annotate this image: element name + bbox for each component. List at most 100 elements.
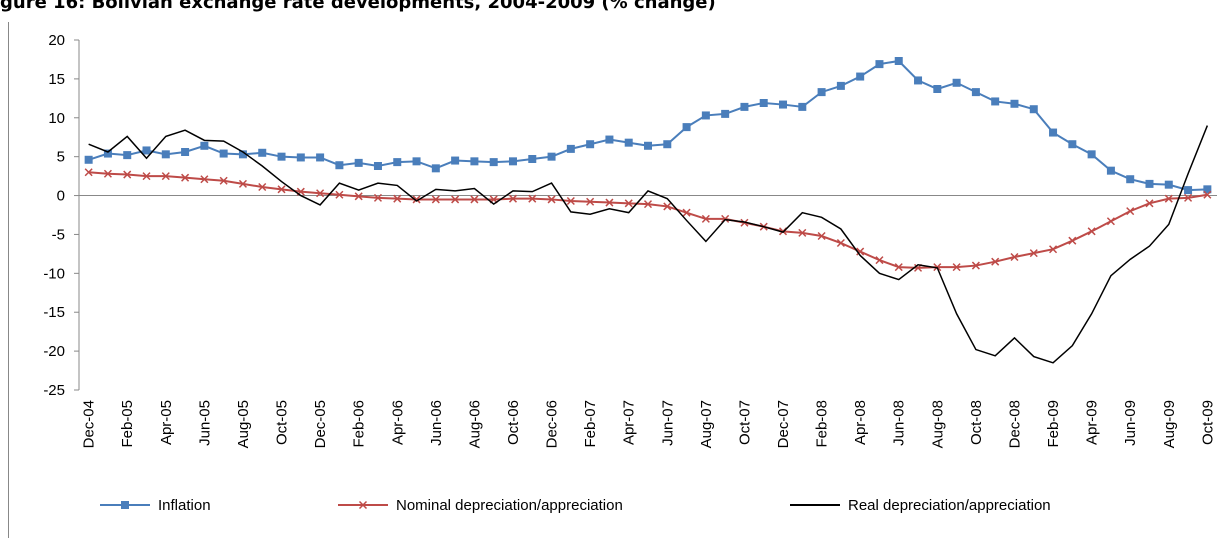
point bbox=[431, 195, 440, 204]
point bbox=[1126, 175, 1135, 184]
point bbox=[1203, 185, 1212, 194]
x-tick-label: Aug-05 bbox=[235, 400, 252, 448]
point bbox=[682, 123, 691, 132]
y-tick-label: 5 bbox=[57, 149, 65, 166]
point bbox=[1010, 252, 1019, 262]
point bbox=[412, 195, 421, 204]
x-tick-label: Jun-06 bbox=[428, 400, 445, 446]
point bbox=[508, 194, 518, 203]
point bbox=[258, 182, 267, 192]
point bbox=[1106, 217, 1115, 226]
point bbox=[547, 152, 556, 161]
point bbox=[316, 153, 325, 162]
point bbox=[1106, 166, 1115, 175]
point bbox=[84, 168, 93, 177]
x-tick-label: Apr-09 bbox=[1084, 400, 1101, 445]
point bbox=[1145, 199, 1154, 208]
point bbox=[586, 140, 595, 149]
point bbox=[335, 190, 344, 199]
x-tick-label: Oct-08 bbox=[968, 400, 985, 445]
legend-marker bbox=[121, 501, 129, 509]
point bbox=[740, 218, 749, 227]
point bbox=[373, 162, 382, 170]
y-tick-label: 10 bbox=[48, 110, 65, 127]
point bbox=[701, 214, 710, 223]
point bbox=[258, 148, 267, 157]
point bbox=[1203, 190, 1212, 199]
y-tick-label: -20 bbox=[43, 343, 65, 360]
x-tick-label: Apr-05 bbox=[158, 400, 175, 445]
point bbox=[759, 99, 768, 107]
point bbox=[103, 169, 112, 178]
point bbox=[393, 158, 402, 167]
x-tick-label: Dec-04 bbox=[81, 400, 98, 448]
point bbox=[219, 149, 228, 158]
point bbox=[547, 195, 556, 204]
point bbox=[451, 195, 460, 204]
x-tick-label: Aug-09 bbox=[1161, 400, 1178, 448]
point bbox=[779, 100, 788, 109]
point bbox=[566, 144, 575, 153]
legend-label: Inflation bbox=[158, 497, 211, 514]
point bbox=[238, 179, 247, 188]
legend-label: Real depreciation/appreciation bbox=[848, 497, 1051, 514]
point bbox=[875, 60, 884, 69]
point bbox=[1164, 194, 1173, 203]
point bbox=[161, 172, 170, 181]
point bbox=[335, 161, 344, 170]
y-tick-label: -15 bbox=[43, 304, 65, 321]
point bbox=[296, 153, 305, 162]
point bbox=[181, 173, 190, 182]
point bbox=[701, 111, 710, 120]
x-tick-label: Apr-07 bbox=[621, 400, 638, 445]
point bbox=[643, 200, 653, 209]
point bbox=[952, 78, 961, 87]
y-tick-label: -25 bbox=[43, 382, 65, 399]
point bbox=[605, 135, 614, 144]
point bbox=[856, 247, 865, 256]
point bbox=[894, 57, 903, 65]
x-tick-label: Feb-08 bbox=[814, 400, 831, 448]
point bbox=[412, 157, 421, 166]
point bbox=[528, 194, 537, 203]
point bbox=[1145, 179, 1154, 188]
point bbox=[836, 81, 845, 90]
y-tick-label: 15 bbox=[48, 71, 65, 88]
point bbox=[431, 164, 440, 173]
point bbox=[277, 152, 286, 161]
point bbox=[1029, 105, 1038, 114]
point bbox=[952, 263, 961, 272]
y-tick-label: -5 bbox=[52, 226, 65, 243]
point bbox=[894, 263, 903, 272]
point bbox=[1164, 180, 1173, 189]
point bbox=[181, 148, 190, 156]
point bbox=[373, 193, 382, 202]
point bbox=[1068, 236, 1077, 245]
point bbox=[1029, 249, 1038, 258]
point bbox=[856, 72, 865, 81]
point bbox=[1184, 193, 1193, 202]
chart-title: gure 16: Bolivian exchange rate developm… bbox=[0, 0, 716, 13]
point bbox=[566, 196, 575, 206]
x-tick-label: Apr-06 bbox=[389, 400, 406, 445]
point bbox=[971, 261, 980, 270]
point bbox=[644, 141, 652, 150]
x-tick-label: Dec-08 bbox=[1006, 400, 1023, 448]
x-tick-label: Oct-05 bbox=[274, 400, 291, 445]
point bbox=[470, 157, 479, 166]
point bbox=[740, 102, 749, 111]
point bbox=[528, 155, 537, 163]
point bbox=[991, 97, 1000, 106]
x-tick-label: Jun-09 bbox=[1122, 400, 1139, 446]
point bbox=[1068, 140, 1077, 149]
x-tick-label: Feb-06 bbox=[351, 400, 368, 448]
x-tick-label: Oct-09 bbox=[1199, 400, 1216, 445]
point bbox=[470, 195, 479, 204]
point bbox=[142, 146, 151, 155]
point bbox=[123, 170, 132, 179]
point bbox=[586, 197, 595, 206]
point bbox=[605, 198, 614, 207]
x-tick-label: Jun-07 bbox=[659, 400, 676, 446]
x-tick-label: Apr-08 bbox=[852, 400, 869, 445]
